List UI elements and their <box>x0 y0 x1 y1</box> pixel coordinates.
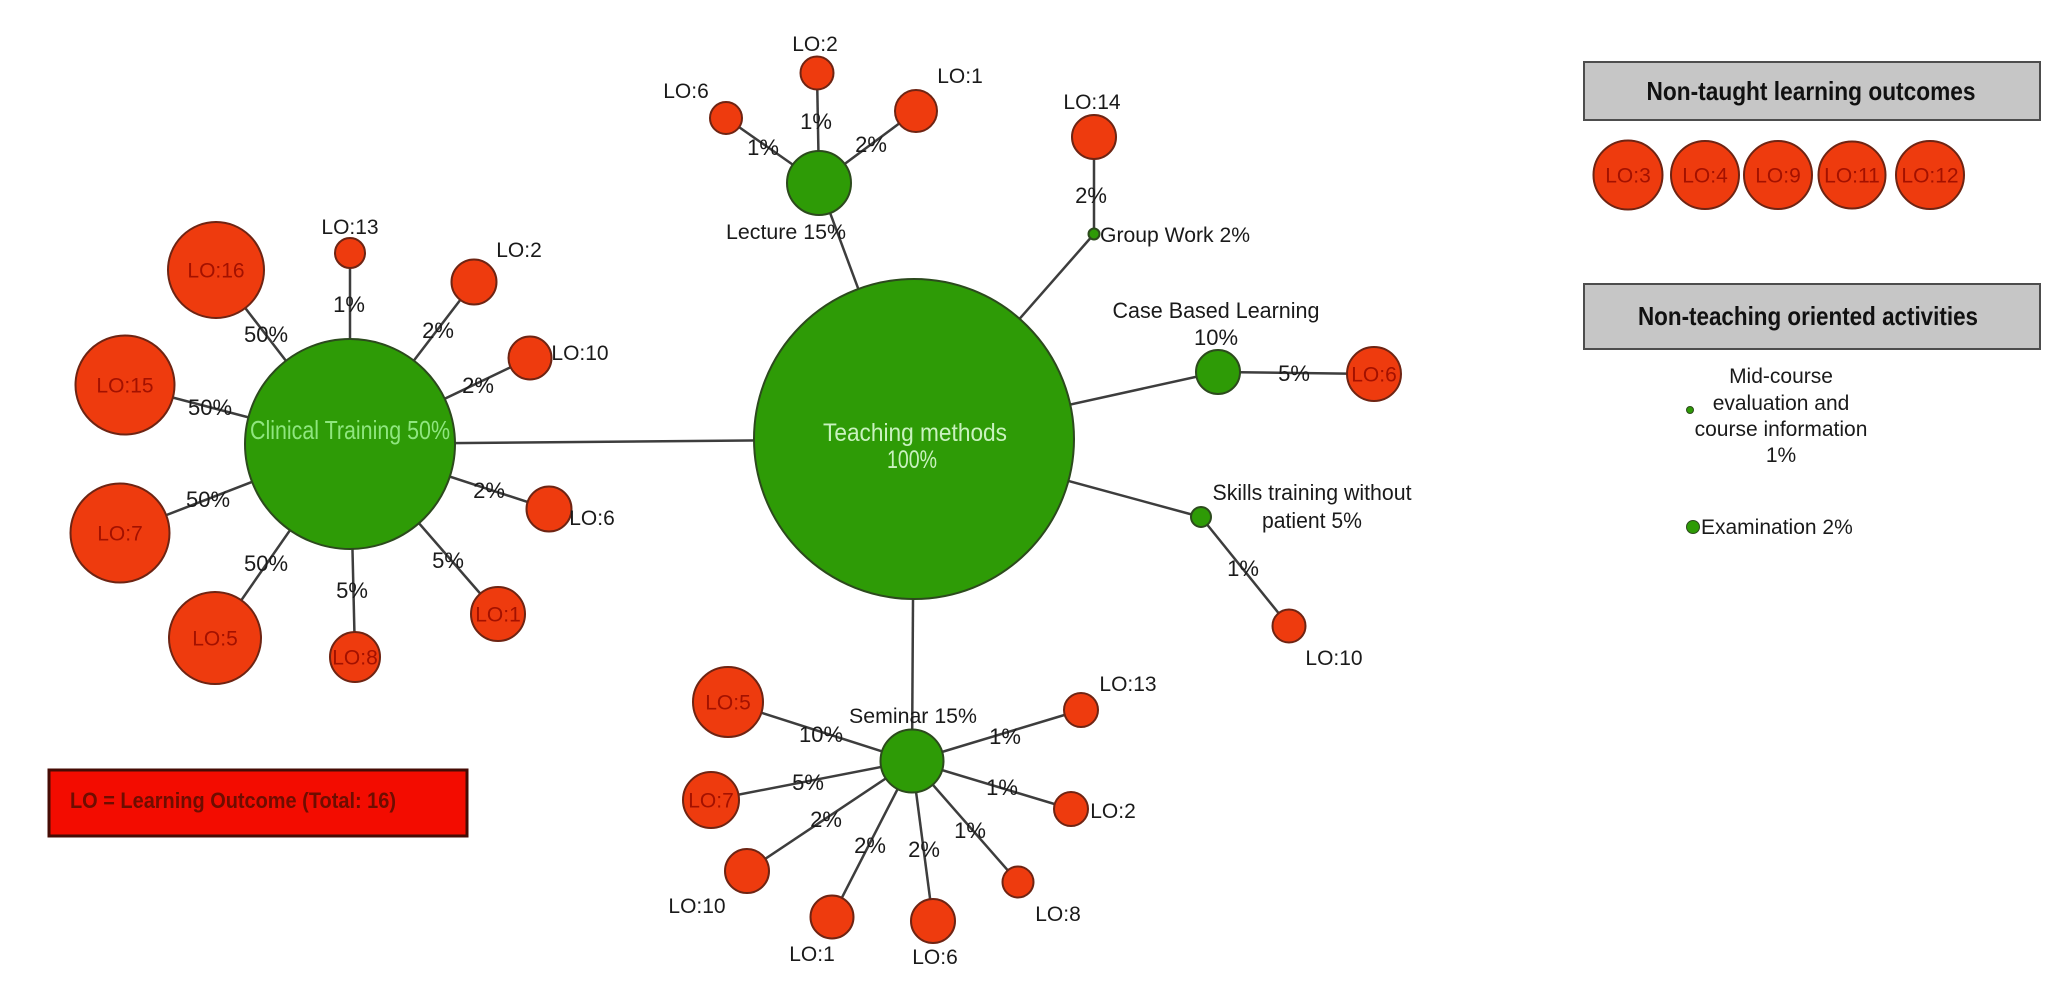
svg-text:Skills training without: Skills training without <box>1213 480 1412 505</box>
svg-text:1%: 1% <box>1766 444 1796 467</box>
svg-text:5%: 5% <box>336 578 368 603</box>
svg-text:100%: 100% <box>887 446 937 474</box>
svg-text:2%: 2% <box>908 837 940 862</box>
svg-text:LO = Learning Outcome (Total:: LO = Learning Outcome (Total: 16) <box>70 788 396 813</box>
svg-text:LO:12: LO:12 <box>1901 165 1958 188</box>
svg-text:Teaching methods: Teaching methods <box>823 419 1007 447</box>
svg-text:50%: 50% <box>244 322 288 347</box>
svg-text:Case Based Learning: Case Based Learning <box>1113 298 1320 323</box>
svg-text:Non-teaching oriented activiti: Non-teaching oriented activities <box>1638 301 1978 331</box>
svg-text:2%: 2% <box>473 478 505 503</box>
svg-text:50%: 50% <box>244 551 288 576</box>
svg-text:LO:1: LO:1 <box>789 943 835 966</box>
svg-text:5%: 5% <box>792 770 824 795</box>
svg-text:Group Work 2%: Group Work 2% <box>1100 224 1250 247</box>
svg-text:evaluation and: evaluation and <box>1713 392 1850 415</box>
svg-text:LO:13: LO:13 <box>1099 673 1156 696</box>
svg-text:LO:10: LO:10 <box>668 895 725 918</box>
svg-text:LO:4: LO:4 <box>1682 165 1728 188</box>
svg-text:LO:2: LO:2 <box>496 239 542 262</box>
svg-text:LO:16: LO:16 <box>187 260 244 283</box>
svg-text:2%: 2% <box>810 807 842 832</box>
svg-text:10%: 10% <box>799 722 843 747</box>
svg-text:Non-taught learning outcomes: Non-taught learning outcomes <box>1647 76 1976 106</box>
svg-text:LO:6: LO:6 <box>569 507 615 530</box>
svg-text:LO:8: LO:8 <box>1035 903 1081 926</box>
svg-text:1%: 1% <box>1227 556 1259 581</box>
svg-text:LO:10: LO:10 <box>551 342 608 365</box>
svg-text:LO:5: LO:5 <box>192 628 238 651</box>
svg-text:2%: 2% <box>462 373 494 398</box>
svg-text:LO:15: LO:15 <box>96 375 153 398</box>
svg-text:LO:8: LO:8 <box>332 647 378 670</box>
svg-text:patient 5%: patient 5% <box>1262 508 1362 533</box>
svg-text:LO:6: LO:6 <box>1351 364 1397 387</box>
svg-text:50%: 50% <box>188 395 232 420</box>
svg-text:1%: 1% <box>989 724 1021 749</box>
svg-text:LO:14: LO:14 <box>1063 91 1121 114</box>
svg-text:Examination 2%: Examination 2% <box>1701 516 1853 539</box>
svg-text:1%: 1% <box>747 135 779 160</box>
svg-text:10%: 10% <box>1194 325 1238 350</box>
svg-text:50%: 50% <box>186 487 230 512</box>
svg-text:LO:13: LO:13 <box>321 216 378 239</box>
svg-text:LO:3: LO:3 <box>1605 165 1651 188</box>
svg-text:Lecture 15%: Lecture 15% <box>726 221 846 244</box>
svg-text:1%: 1% <box>954 818 986 843</box>
svg-text:LO:2: LO:2 <box>792 33 838 56</box>
svg-text:5%: 5% <box>1278 361 1310 386</box>
svg-text:Clinical Training 50%: Clinical Training 50% <box>250 415 450 445</box>
svg-text:1%: 1% <box>986 775 1018 800</box>
svg-text:5%: 5% <box>432 548 464 573</box>
svg-text:LO:7: LO:7 <box>97 523 143 546</box>
svg-text:2%: 2% <box>1075 183 1107 208</box>
svg-text:LO:1: LO:1 <box>937 65 983 88</box>
svg-text:LO:6: LO:6 <box>663 80 709 103</box>
svg-text:LO:1: LO:1 <box>475 604 521 627</box>
svg-text:LO:11: LO:11 <box>1824 165 1880 188</box>
svg-text:LO:9: LO:9 <box>1755 165 1801 188</box>
svg-text:LO:7: LO:7 <box>688 790 734 813</box>
svg-text:LO:6: LO:6 <box>912 946 958 969</box>
svg-text:2%: 2% <box>854 833 886 858</box>
svg-text:2%: 2% <box>855 132 887 157</box>
svg-text:LO:5: LO:5 <box>705 692 751 715</box>
svg-text:1%: 1% <box>800 109 832 134</box>
svg-text:Mid-course: Mid-course <box>1729 365 1833 388</box>
svg-text:LO:2: LO:2 <box>1090 800 1136 823</box>
svg-text:1%: 1% <box>333 292 365 317</box>
svg-text:LO:10: LO:10 <box>1305 647 1362 670</box>
svg-text:2%: 2% <box>422 318 454 343</box>
svg-text:course information: course information <box>1695 418 1868 441</box>
svg-text:Seminar 15%: Seminar 15% <box>849 705 977 728</box>
